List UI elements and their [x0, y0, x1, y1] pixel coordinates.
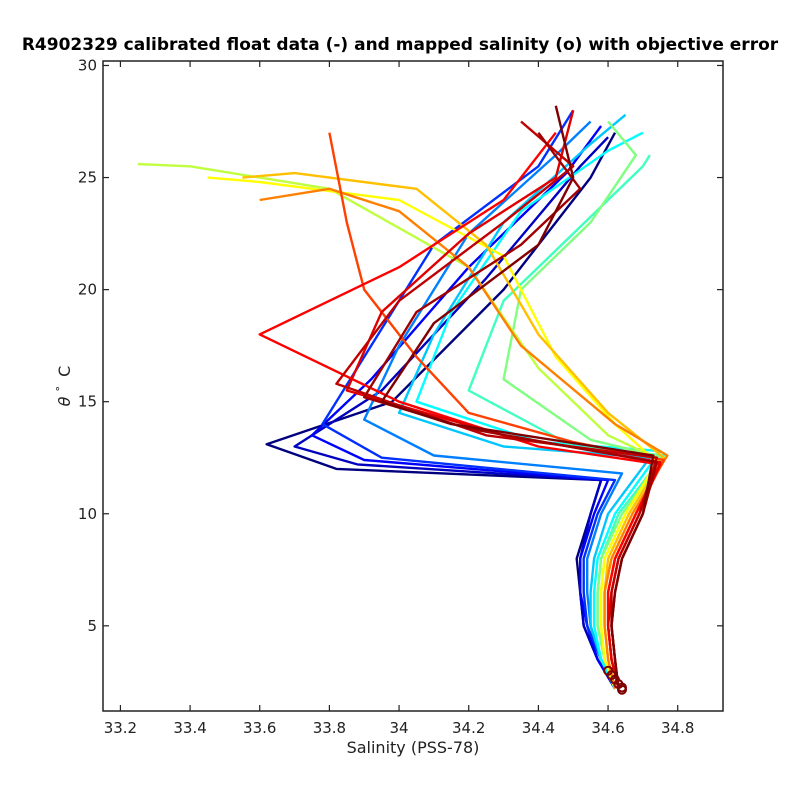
y-tick-label-6: 30	[78, 56, 97, 74]
x-tick-label-6: 34.2	[452, 719, 485, 737]
x-tick-label-5: 34	[390, 719, 409, 737]
x-axis-label: Salinity (PSS-78)	[347, 738, 480, 757]
chart-title: R4902329 calibrated float data (-) and m…	[22, 35, 779, 55]
y-tick-label-2: 10	[78, 505, 97, 523]
mapped-points-layer	[603, 665, 627, 695]
y-tick-label-5: 25	[78, 169, 97, 187]
x-tick-label-9: 34.8	[661, 719, 694, 737]
x-tick-label-7: 34.4	[522, 719, 555, 737]
series-line-13	[259, 187, 669, 689]
svg-text:θ ° C: θ ° C	[49, 366, 74, 407]
y-axis-unit: C	[55, 366, 74, 377]
axis-ticks: 33.2 33.4 33.6 33.8 34 34.2 34.4 34.6 34.8 5 10 15 2…	[78, 56, 723, 737]
y-tick-label-1: 5	[87, 617, 97, 635]
x-tick-label-2: 33.4	[173, 719, 206, 737]
x-tick-label-8: 34.6	[591, 719, 624, 737]
x-tick-label-3: 33.6	[243, 719, 276, 737]
x-tick-label-4: 33.8	[313, 719, 346, 737]
y-axis-label: θ ° C	[49, 366, 74, 407]
series-line-16	[345, 109, 662, 689]
y-axis-symbol: θ	[55, 396, 74, 406]
series-layer	[137, 105, 669, 690]
y-tick-label-4: 20	[78, 281, 97, 299]
mapped-point-6	[617, 684, 627, 695]
series-line-19	[380, 105, 655, 689]
y-tick-label-3: 15	[78, 393, 97, 411]
plot-frame	[102, 60, 724, 712]
x-tick-label-1: 33.2	[104, 719, 137, 737]
degree-mark: °	[54, 386, 67, 392]
